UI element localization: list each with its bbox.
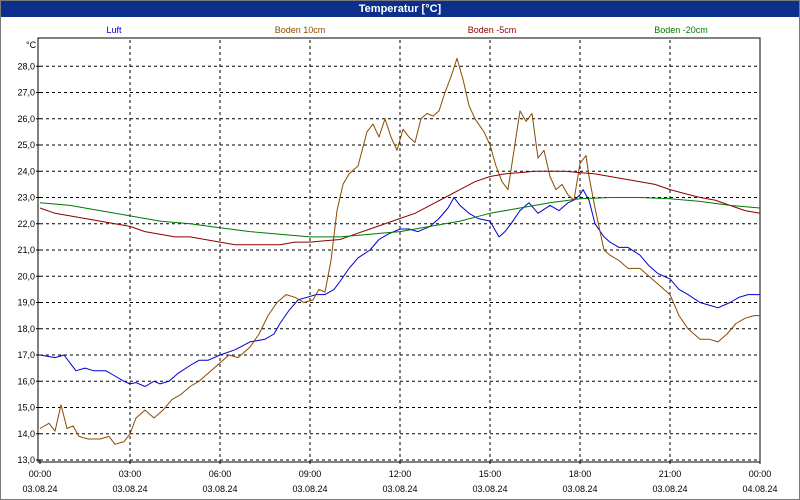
series-line-luft <box>39 189 760 387</box>
x-tick-date: 03.08.24 <box>202 484 237 494</box>
x-tick-time: 21:00 <box>659 469 682 479</box>
x-tick-date: 03.08.24 <box>382 484 417 494</box>
x-axis: 00:00 03.08.24 03:00 03.08.24 06:00 03.08.24 0… <box>22 460 778 494</box>
x-tick-date: 03.08.24 <box>472 484 507 494</box>
x-tick-time: 06:00 <box>209 469 232 479</box>
x-tick-date: 03.08.24 <box>562 484 597 494</box>
x-tick-date: 03.08.24 <box>112 484 147 494</box>
y-tick-label: 13,0 <box>17 455 35 465</box>
series-line-boden-5cm <box>39 170 761 246</box>
y-tick-label: 27,0 <box>17 88 35 98</box>
series-lines <box>39 57 761 445</box>
x-tick-date: 04.08.24 <box>742 484 777 494</box>
x-tick-date: 03.08.24 <box>652 484 687 494</box>
x-tick-time: 00:00 <box>29 469 52 479</box>
x-tick-time: 00:00 <box>749 469 772 479</box>
x-tick-time: 12:00 <box>389 469 412 479</box>
y-tick-label: 28,0 <box>17 61 35 71</box>
y-tick-label: 22,0 <box>17 219 35 229</box>
plot-area-border <box>37 37 761 463</box>
y-tick-label: 18,0 <box>17 324 35 334</box>
x-tick-time: 15:00 <box>479 469 502 479</box>
legend: Luft Boden 10cm Boden -5cm Boden -20cm <box>106 25 707 35</box>
y-tick-label: 23,0 <box>17 193 35 203</box>
x-tick-time: 18:00 <box>569 469 592 479</box>
x-tick-date: 03.08.24 <box>22 484 57 494</box>
grid-lines <box>40 40 760 461</box>
y-unit-label: °C <box>26 40 37 50</box>
y-tick-label: 26,0 <box>17 114 35 124</box>
x-tick-time: 03:00 <box>119 469 142 479</box>
y-tick-label: 21,0 <box>17 245 35 255</box>
series-line-boden-10cm <box>39 57 760 445</box>
x-tick-date: 03.08.24 <box>292 484 327 494</box>
legend-entry-boden-5cm: Boden -5cm <box>468 25 517 35</box>
legend-entry-boden-20cm: Boden -20cm <box>654 25 708 35</box>
y-tick-label: 25,0 <box>17 140 35 150</box>
y-axis: 13,0 14,0 15,0 16,0 17,0 18,0 19,0 20,0 21,0 22,0… <box>17 61 40 465</box>
chart-title: Temperatur [°C] <box>1 1 799 17</box>
y-tick-label: 19,0 <box>17 298 35 308</box>
legend-entry-luft: Luft <box>106 25 122 35</box>
y-tick-label: 24,0 <box>17 166 35 176</box>
y-tick-label: 17,0 <box>17 350 35 360</box>
y-tick-label: 16,0 <box>17 376 35 386</box>
legend-entry-boden-10cm: Boden 10cm <box>275 25 326 35</box>
y-tick-label: 20,0 <box>17 271 35 281</box>
y-tick-label: 14,0 <box>17 429 35 439</box>
series-line-boden-20cm <box>39 197 761 238</box>
y-tick-label: 15,0 <box>17 403 35 413</box>
x-tick-time: 09:00 <box>299 469 322 479</box>
